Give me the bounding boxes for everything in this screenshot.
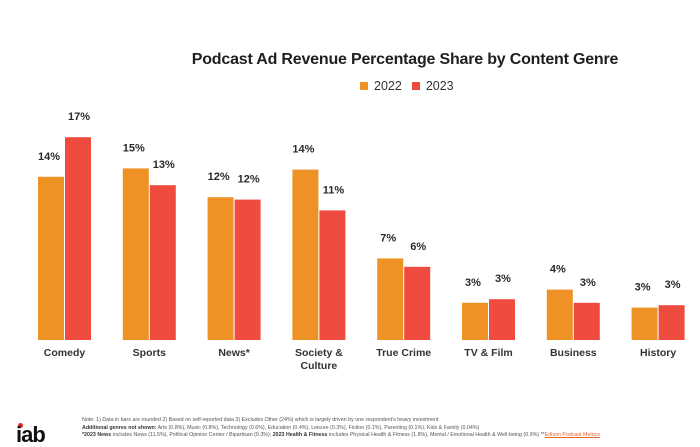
data-label-2023: 13% xyxy=(153,159,175,171)
health-text: includes Physical Health & Fitness (1.8%… xyxy=(328,432,540,439)
bar-2023-true-crime xyxy=(404,266,431,340)
news-text: includes News (11.5%), Political Opinion… xyxy=(112,432,272,439)
data-label-2022: 7% xyxy=(380,232,396,244)
note-prefix: Note: xyxy=(82,417,95,423)
bar-2023-tv-film xyxy=(489,299,515,340)
bar-2022-business xyxy=(546,289,573,340)
bar-2023-sports xyxy=(149,185,176,340)
legend-swatch-2022 xyxy=(360,82,368,90)
additional-genres-text: Arts (0.8%), Music (0.8%), Technology (0… xyxy=(157,424,480,431)
bar-2023-history xyxy=(658,305,685,340)
bar-2022-news- xyxy=(207,197,234,340)
logo-dot xyxy=(18,423,23,428)
bar-2023-society-culture xyxy=(319,210,346,340)
category-label: Business xyxy=(550,347,597,359)
legend-item-2022: 2022 xyxy=(360,79,402,93)
bar-2023-comedy xyxy=(65,137,91,340)
footnote-line-1: Note: 1) Data in bars are rounded 2) Bas… xyxy=(82,417,600,425)
bar-2023-news- xyxy=(234,199,261,340)
data-label-2023: 3% xyxy=(495,273,511,285)
legend-label-2022: 2022 xyxy=(374,79,402,93)
source-link[interactable]: Edison Podcast Metrics xyxy=(544,432,601,439)
category-label: Culture xyxy=(301,360,338,372)
source-prefix: ** xyxy=(540,432,545,439)
data-label-2022: 14% xyxy=(38,151,60,163)
iab-logo: iab xyxy=(15,421,55,446)
bar-chart: 14% 17% Comedy 15% 13% Sports 12% 12% News* 14% 11… xyxy=(38,111,685,372)
data-label-2023: 3% xyxy=(665,279,681,291)
footnotes: Note: 1) Data in bars are rounded 2) Bas… xyxy=(82,417,600,440)
data-label-2023: 6% xyxy=(410,241,426,253)
footnote-line-3: *2023 News includes News (11.5%), Politi… xyxy=(82,432,600,440)
data-label-2023: 3% xyxy=(580,277,596,289)
data-label-2022: 4% xyxy=(550,264,566,276)
bar-2023-business xyxy=(573,302,600,340)
logo-text: iab xyxy=(16,422,46,447)
legend-label-2023: 2023 xyxy=(425,79,454,93)
data-label-2022: 3% xyxy=(465,277,481,289)
chart-legend: 2022 2023 xyxy=(360,79,454,93)
additional-genres-label: Additional genres not shown: xyxy=(82,424,157,431)
bar-2022-sports xyxy=(122,168,149,340)
bar-2022-true-crime xyxy=(377,258,404,340)
data-label-2022: 3% xyxy=(635,282,651,294)
chart-title: Podcast Ad Revenue Percentage Share by C… xyxy=(191,51,619,68)
data-label-2022: 12% xyxy=(208,171,230,183)
bar-2022-tv-film xyxy=(462,302,488,340)
category-label: Society & xyxy=(295,347,343,359)
health-label: 2023 Health & Fitness xyxy=(272,432,328,439)
data-label-2022: 14% xyxy=(292,144,314,156)
legend-swatch-2023 xyxy=(411,82,420,90)
category-label: True Crime xyxy=(376,347,431,359)
note-text: 1) Data in bars are rounded 2) Based on … xyxy=(96,417,439,423)
bar-2022-society-culture xyxy=(292,169,319,340)
data-label-2023: 11% xyxy=(323,184,345,196)
bar-2022-history xyxy=(631,307,658,340)
category-label: Sports xyxy=(133,347,166,359)
bar-2022-comedy xyxy=(38,176,64,340)
data-label-2023: 17% xyxy=(68,111,90,123)
category-label: History xyxy=(640,347,676,359)
data-label-2023: 12% xyxy=(238,174,260,186)
category-label: TV & Film xyxy=(464,347,512,359)
category-label: Comedy xyxy=(44,347,86,359)
news-label: *2023 News xyxy=(82,432,112,439)
data-label-2022: 15% xyxy=(123,142,145,154)
legend-item-2023: 2023 xyxy=(411,79,454,93)
footnote-line-2: Additional genres not shown: Arts (0.8%)… xyxy=(82,425,600,433)
category-label: News* xyxy=(218,347,250,359)
